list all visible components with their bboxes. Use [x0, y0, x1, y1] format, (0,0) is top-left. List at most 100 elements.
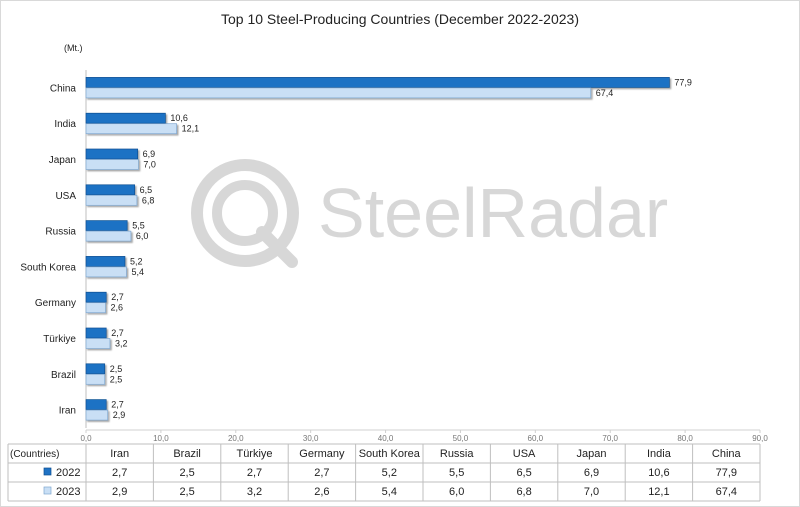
table-cell: 6,5 [516, 467, 531, 479]
table-cell: 5,2 [382, 467, 397, 479]
bar-2022-india [85, 112, 166, 124]
table-cell: 2,9 [112, 486, 127, 498]
bar-2023-iran [85, 409, 109, 421]
bar-2023-russia [85, 230, 132, 242]
table-cell: 12,1 [648, 486, 669, 498]
table-cell: 6,9 [584, 467, 599, 479]
x-tick-label: 20,0 [228, 434, 244, 443]
data-label: 6,9 [143, 149, 156, 159]
table-column-header: Russia [440, 448, 475, 460]
data-label: 2,5 [110, 364, 123, 374]
bar-2022-usa [85, 184, 136, 196]
table-column-header: Brazil [173, 448, 201, 460]
table-cell: 2,7 [112, 467, 127, 479]
data-label: 6,0 [136, 231, 149, 241]
data-label: 7,0 [143, 160, 156, 170]
watermark-text: SteelRadar [318, 174, 668, 252]
x-tick-label: 80,0 [677, 434, 693, 443]
x-tick-label: 10,0 [153, 434, 169, 443]
bar-2022-germany [85, 291, 107, 303]
table-cell: 2,7 [247, 467, 262, 479]
data-label: 6,5 [140, 185, 153, 195]
table-cell: 6,8 [516, 486, 531, 498]
table-cell: 6,0 [449, 486, 464, 498]
bar-2023-india [85, 123, 177, 135]
bar-2023-türkiye [85, 338, 111, 349]
data-label: 5,5 [132, 221, 145, 231]
table-cell: 2,5 [179, 467, 194, 479]
data-label: 2,7 [111, 400, 124, 410]
table-column-header: USA [513, 448, 536, 460]
table-cell: 7,0 [584, 486, 599, 498]
x-tick-label: 50,0 [453, 434, 469, 443]
table-column-header: India [647, 448, 672, 460]
data-label: 3,2 [115, 339, 128, 349]
table-cell: 2,5 [179, 486, 194, 498]
legend-label: 2023 [56, 486, 80, 498]
table-column-header: Japan [577, 448, 607, 460]
data-label: 2,7 [111, 328, 124, 338]
legend-swatch-2022 [43, 467, 52, 476]
data-label: 5,4 [131, 267, 144, 277]
category-label: Germany [35, 298, 76, 309]
table-cell: 77,9 [716, 467, 737, 479]
data-label: 2,6 [110, 303, 123, 313]
category-label: Russia [45, 227, 76, 238]
table-column-header: Iran [110, 448, 129, 460]
table-cell: 67,4 [716, 486, 737, 498]
table-column-header: Türkiye [236, 448, 272, 460]
category-label: USA [55, 191, 76, 202]
table-cell: 3,2 [247, 486, 262, 498]
data-label: 2,5 [110, 374, 123, 384]
bar-2022-brazil [85, 363, 106, 375]
x-tick-label: 30,0 [303, 434, 319, 443]
bar-2022-russia [85, 220, 128, 231]
data-label: 5,2 [130, 256, 143, 266]
x-tick-label: 60,0 [528, 434, 544, 443]
table-cell: 2,6 [314, 486, 329, 498]
data-label: 10,6 [170, 113, 188, 123]
x-tick-label: 0,0 [80, 434, 92, 443]
table-cell: 5,5 [449, 467, 464, 479]
bar-2023-germany [85, 302, 106, 314]
category-label: Türkiye [43, 334, 76, 345]
x-tick-label: 90,0 [752, 434, 768, 443]
bar-2022-japan [85, 148, 139, 160]
category-label: India [54, 119, 76, 130]
category-label: Brazil [51, 370, 76, 381]
table-cell: 5,4 [382, 486, 397, 498]
table-column-header: South Korea [359, 448, 421, 460]
bar-2022-china [85, 77, 670, 88]
bar-2022-türkiye [85, 327, 107, 339]
table-header-label: (Countries) [10, 449, 59, 460]
bar-2023-brazil [85, 373, 106, 385]
category-label: Iran [59, 406, 76, 417]
data-label: 67,4 [596, 88, 614, 98]
category-label: Japan [49, 155, 76, 166]
category-label: South Korea [20, 262, 76, 273]
x-axis: 0,0 10,0 20,0 30,0 40,0 50,0 60,0 70,0 80,0 90,0 [80, 429, 768, 443]
legend-label: 2022 [56, 467, 80, 479]
data-label: 2,7 [111, 292, 124, 302]
data-label: 77,9 [674, 77, 692, 87]
data-label: 6,8 [142, 195, 155, 205]
table-column-header: Germany [299, 448, 345, 460]
x-tick-label: 70,0 [602, 434, 618, 443]
legend-swatch-2023 [43, 486, 52, 495]
bar-2023-japan [85, 159, 139, 170]
bar-2023-south-korea [85, 266, 127, 278]
table-column-header: China [712, 448, 742, 460]
bar-2022-iran [85, 399, 107, 410]
table-cell: 2,7 [314, 467, 329, 479]
category-label: China [50, 83, 77, 94]
steelradar-logo-icon [191, 159, 299, 268]
data-table: (Countries) Iran Brazil Türkiye Germany South… [7, 443, 761, 502]
bar-2022-south-korea [85, 256, 126, 267]
plot-area: China 77,9 67,4 India 10,612,1 Japan 6,97,0 USA… [20, 70, 692, 428]
chart-title: Top 10 Steel-Producing Countries (Decemb… [221, 11, 579, 27]
data-label: 2,9 [113, 410, 126, 420]
unit-label: (Mt.) [64, 43, 83, 53]
data-label: 12,1 [182, 124, 200, 134]
x-tick-label: 40,0 [378, 434, 394, 443]
